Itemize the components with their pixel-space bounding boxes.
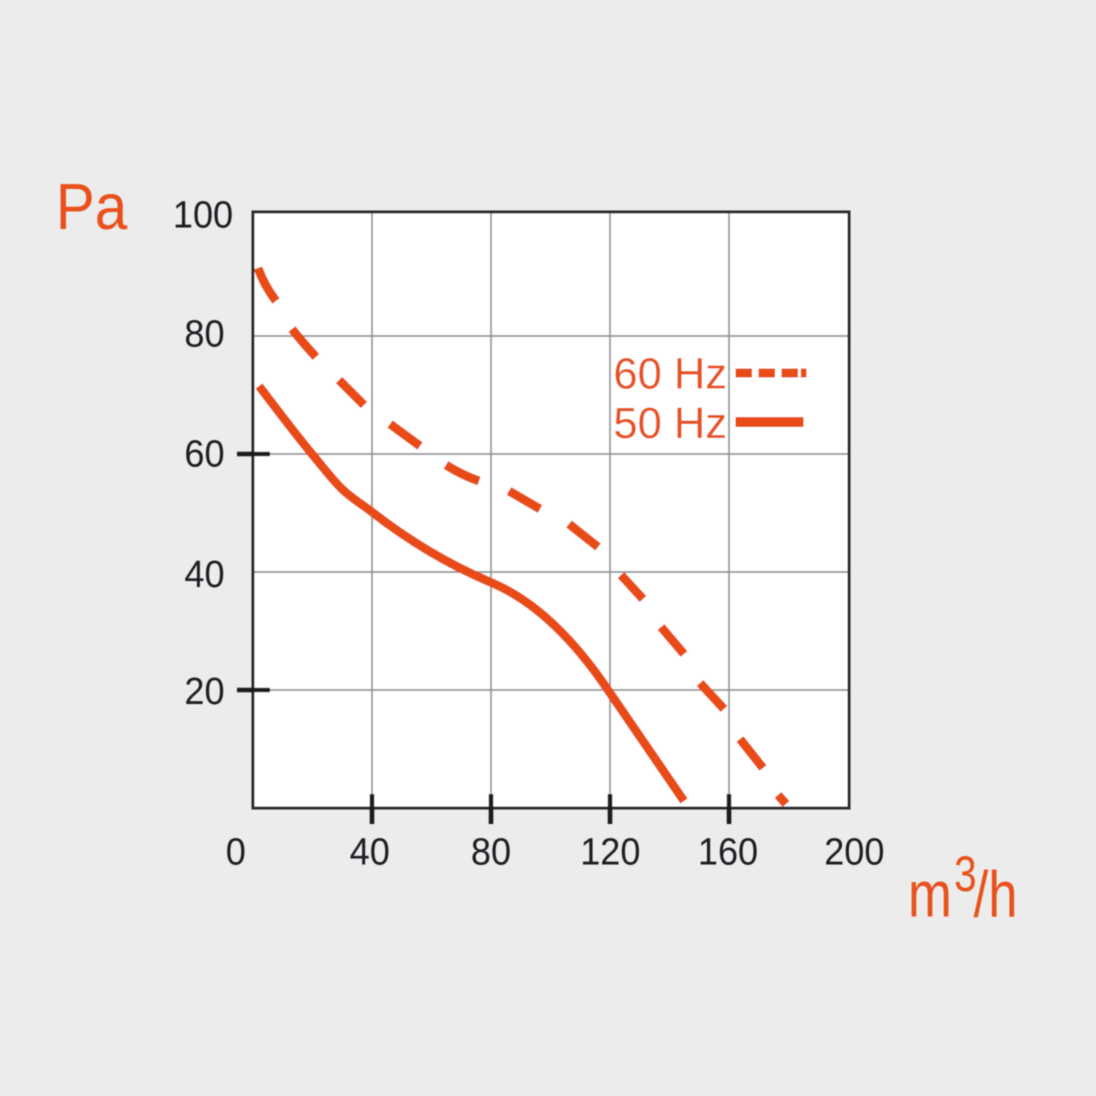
- svg-text:40: 40: [350, 830, 390, 873]
- svg-text:Pa: Pa: [56, 171, 128, 244]
- svg-text:40: 40: [184, 552, 224, 595]
- svg-text:60 Hz: 60 Hz: [613, 350, 727, 398]
- svg-text:120: 120: [580, 830, 640, 873]
- svg-text:100: 100: [173, 193, 233, 236]
- svg-text:60: 60: [184, 431, 224, 474]
- svg-text:50 Hz: 50 Hz: [613, 400, 727, 448]
- svg-text:20: 20: [184, 669, 224, 712]
- svg-text:0: 0: [226, 830, 246, 873]
- svg-text:80: 80: [184, 311, 224, 354]
- svg-text:160: 160: [698, 830, 758, 873]
- svg-text:200: 200: [824, 830, 884, 873]
- svg-text:80: 80: [471, 830, 511, 873]
